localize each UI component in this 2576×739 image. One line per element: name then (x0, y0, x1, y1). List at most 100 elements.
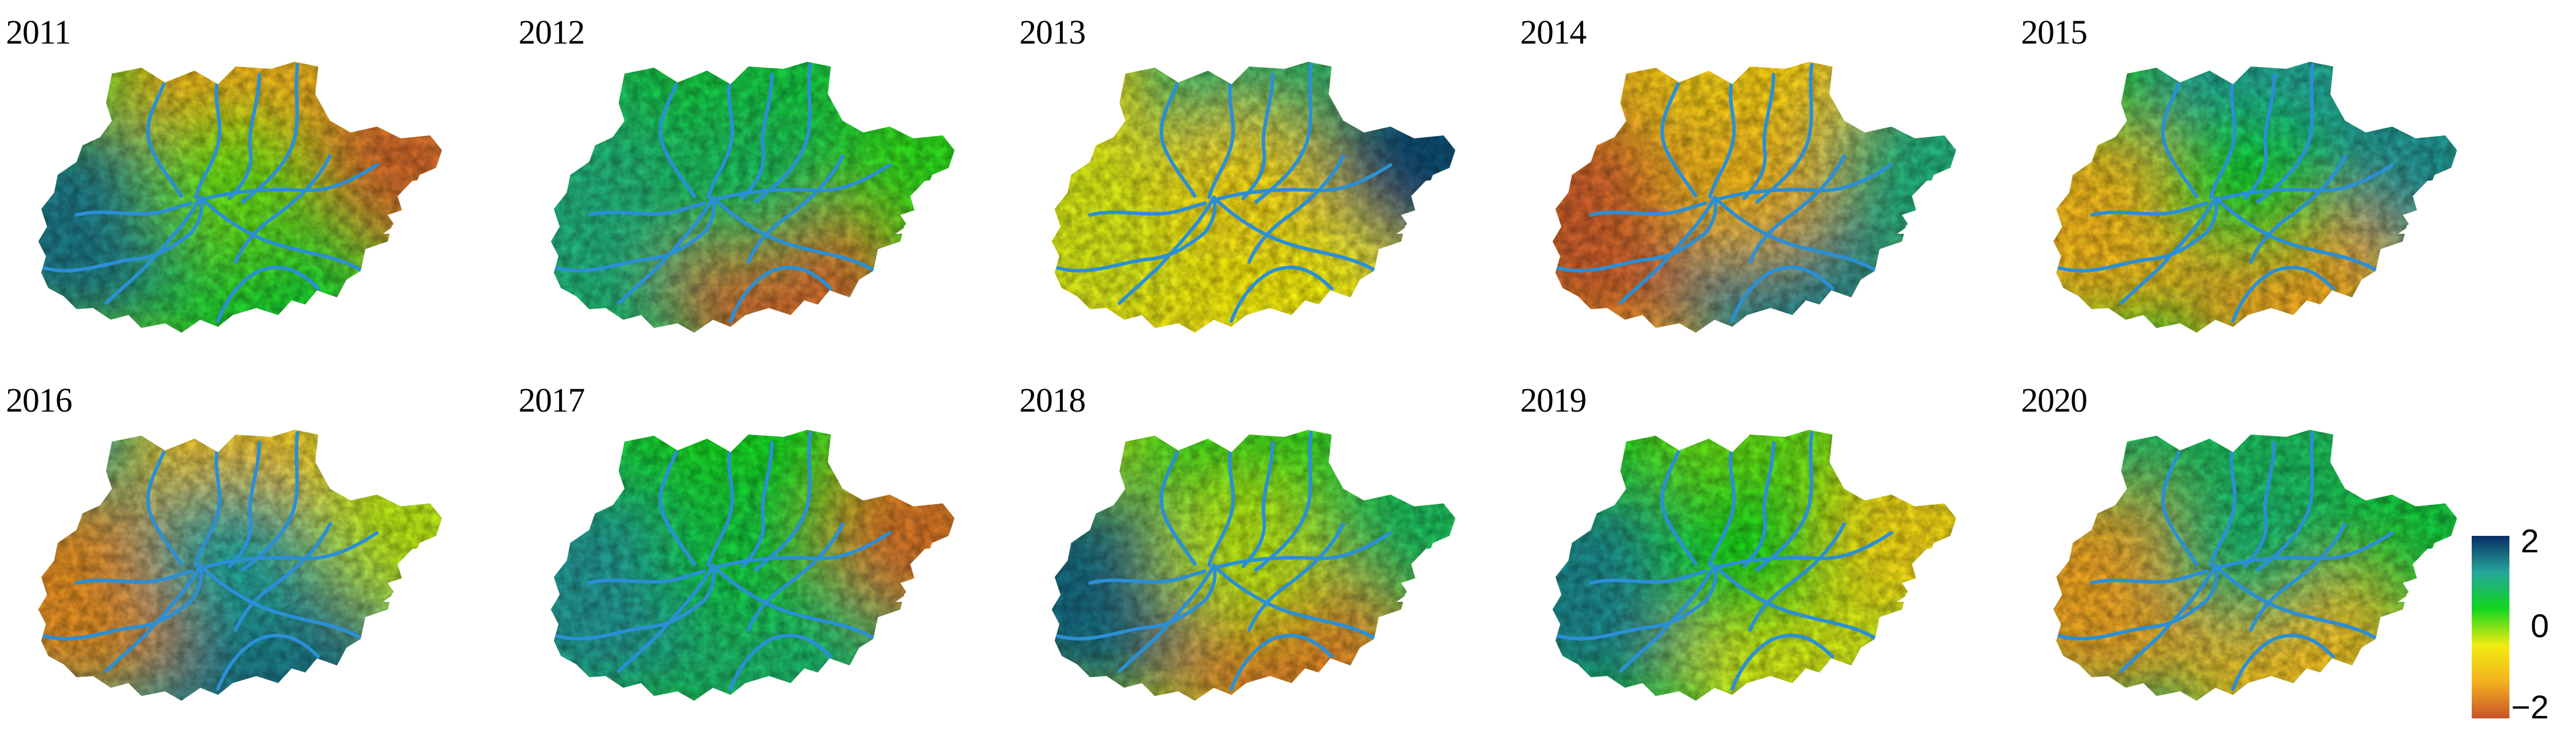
index-field (1553, 430, 1956, 701)
river-line (1730, 634, 1834, 691)
panel-year-label: 2013 (1019, 13, 1086, 51)
bay-shape (1897, 178, 1954, 234)
river-line (2161, 450, 2198, 566)
river-line (1230, 634, 1333, 691)
river-line (1755, 63, 1814, 204)
map-panel-2020: 2020 (2015, 377, 2504, 730)
map-panel-2016: 2016 (0, 377, 489, 730)
river-line (194, 78, 222, 199)
river-line (2214, 163, 2394, 202)
river-line (1713, 195, 1878, 273)
river-network (555, 63, 891, 323)
river-line (1589, 201, 1708, 217)
river-line (659, 82, 696, 198)
river-line (2256, 63, 2314, 204)
river-line (1254, 431, 1313, 572)
river-line (234, 522, 332, 632)
river-line (706, 446, 734, 567)
river-line (2161, 82, 2198, 198)
river-line (199, 564, 364, 641)
river-line (1160, 450, 1197, 566)
panel-year-label: 2014 (1520, 13, 1587, 51)
river-line (1742, 441, 1775, 568)
map-panel-2018: 2018 (1013, 377, 1502, 730)
river-line (228, 441, 261, 568)
panel-year-label: 2011 (6, 13, 71, 51)
map-svg (551, 430, 955, 701)
river-line (1660, 82, 1697, 198)
colorbar-tick-min: −2 (2511, 688, 2549, 725)
panel-year-label: 2018 (1019, 381, 1086, 419)
river-line (216, 266, 320, 323)
river-line (1241, 73, 1274, 200)
river-line (2214, 531, 2394, 570)
river-line (1212, 163, 1392, 202)
map-panel-2019: 2019 (1514, 377, 2003, 730)
panel-year-label: 2012 (518, 13, 585, 51)
river-line (241, 431, 299, 572)
bay-shape (1396, 178, 1453, 234)
river-line (587, 201, 706, 217)
bay-shape (2398, 546, 2455, 602)
river-line (1708, 446, 1736, 567)
river-line (729, 634, 833, 691)
river-line (1247, 154, 1345, 264)
map-panel-2015: 2015 (2015, 9, 2504, 362)
river-line (1088, 569, 1207, 585)
river-line (754, 63, 812, 204)
river-line (2231, 266, 2335, 323)
river-line (104, 564, 202, 673)
river-line (2090, 569, 2208, 585)
river-line (711, 163, 891, 202)
bay-shape (2398, 178, 2455, 234)
river-line (747, 522, 844, 632)
river-line (2249, 154, 2347, 264)
river-line (2214, 195, 2379, 273)
colorbar-tick-zero: 0 (2531, 607, 2549, 644)
river-network (1056, 431, 1392, 691)
river-line (2214, 564, 2379, 641)
river-line (1713, 163, 1893, 202)
river-line (2209, 446, 2237, 567)
panel-year-label: 2019 (1520, 381, 1587, 419)
river-line (587, 569, 706, 585)
river-line (199, 195, 364, 273)
river-line (1160, 82, 1197, 198)
river-network (555, 431, 891, 691)
colorbar (2472, 536, 2509, 718)
river-network (42, 63, 379, 323)
bay-shape (896, 546, 952, 602)
river-line (241, 63, 299, 204)
river-line (1713, 531, 1893, 570)
map-svg (2053, 62, 2457, 333)
river-line (1118, 195, 1216, 305)
river-line (234, 154, 332, 264)
colorbar-tick-max: 2 (2521, 522, 2539, 559)
river-line (741, 441, 774, 568)
river-line (2090, 201, 2208, 217)
river-line (1742, 73, 1775, 200)
river-line (1755, 431, 1814, 572)
river-line (199, 531, 379, 570)
river-line (1118, 564, 1216, 673)
river-line (659, 450, 696, 566)
bay-shape (383, 178, 440, 234)
river-line (711, 195, 877, 273)
panel-year-label: 2015 (2021, 13, 2088, 51)
river-line (2119, 195, 2217, 305)
river-line (1212, 195, 1378, 273)
map-svg (551, 62, 955, 333)
river-line (741, 73, 774, 200)
river-line (1212, 531, 1392, 570)
river-line (706, 78, 734, 199)
bay-shape (896, 178, 952, 234)
river-line (1589, 569, 1708, 585)
map-svg (38, 62, 442, 333)
panel-year-label: 2017 (518, 381, 585, 419)
river-line (1619, 564, 1716, 673)
river-line (194, 446, 222, 567)
river-network (1557, 63, 1893, 323)
bay-shape (1396, 546, 1453, 602)
map-svg (1553, 62, 1956, 333)
